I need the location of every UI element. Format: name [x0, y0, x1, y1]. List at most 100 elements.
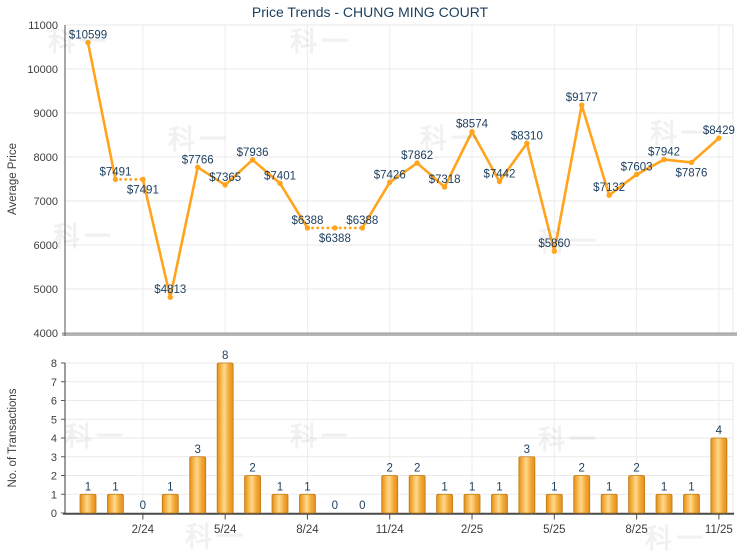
- price-ytick-label: 11000: [28, 20, 58, 32]
- price-line-segment: [86, 41, 117, 181]
- price-point-marker: [688, 159, 695, 166]
- transaction-bar: [299, 493, 316, 514]
- price-point-marker: [524, 140, 530, 147]
- transactions-ytick-label: 1: [51, 489, 57, 501]
- price-point-marker: [304, 225, 311, 231]
- transaction-bar-label: 1: [551, 481, 557, 493]
- price-point-label: $5860: [538, 238, 570, 250]
- y-axis-label-transactions: No. of Transactions: [7, 388, 19, 488]
- transaction-bar-label: 0: [359, 500, 365, 512]
- transaction-bar: [600, 493, 618, 514]
- price-ytick-label: 9000: [34, 108, 58, 120]
- price-point-label: $7365: [209, 172, 241, 184]
- price-ytick-label: 8000: [34, 152, 58, 164]
- price-point-label: $10599: [69, 30, 107, 42]
- price-point-marker: [112, 176, 119, 183]
- price-point-marker: [85, 39, 91, 46]
- transactions-ytick-label: 6: [51, 396, 57, 408]
- price-line-segment: [251, 158, 282, 185]
- price-point-marker: [277, 180, 283, 187]
- transactions-xtick-label: 5/24: [214, 524, 237, 536]
- price-line-segment: [388, 161, 419, 184]
- price-point-label: $7318: [429, 174, 461, 186]
- price-point-marker: [249, 157, 256, 163]
- price-point-marker: [359, 225, 365, 231]
- transaction-bar-label: 1: [304, 481, 310, 493]
- transaction-bar-label: 0: [140, 500, 146, 512]
- price-point-label: $7603: [621, 161, 653, 173]
- price-point-label: $4813: [154, 284, 186, 296]
- transaction-bar-label: 3: [195, 444, 201, 456]
- price-line-segment: [470, 130, 501, 183]
- transactions-ytick-label: 0: [51, 508, 57, 520]
- price-line-segment: [141, 178, 172, 299]
- price-ytick-label: 4000: [34, 328, 58, 340]
- transaction-bar: [573, 475, 591, 514]
- transactions-xtick-label: 2/25: [461, 524, 483, 536]
- price-point-marker: [222, 182, 228, 188]
- transaction-bar: [683, 493, 700, 514]
- price-line-segment: [360, 180, 392, 230]
- price-ytick-label: 6000: [34, 240, 58, 252]
- transaction-bar: [491, 493, 508, 514]
- transactions-xtick-label: 2/24: [132, 524, 155, 536]
- price-point-marker: [140, 176, 146, 183]
- price-point-label: $7491: [99, 166, 131, 178]
- transaction-bar: [271, 493, 289, 514]
- chart-title: Price Trends - CHUNG MING COURT: [251, 4, 489, 20]
- transaction-bar-label: 1: [661, 481, 667, 493]
- transaction-bar-label: 2: [414, 463, 420, 475]
- transaction-bar: [161, 493, 179, 514]
- price-line-segment: [635, 158, 666, 176]
- transactions-xtick-label: 8/24: [296, 524, 319, 536]
- price-line-segment: [580, 103, 611, 197]
- transaction-bar: [381, 475, 399, 514]
- price-line-segment: [662, 158, 693, 164]
- price-point-label: $7936: [237, 147, 269, 159]
- transactions-ytick-label: 3: [51, 452, 57, 464]
- transaction-bar-label: 0: [332, 500, 338, 512]
- price-point-marker: [496, 178, 503, 185]
- y-axis-label-average-price: Average Price: [7, 142, 19, 216]
- transactions-xtick-label: 11/24: [376, 524, 405, 536]
- transaction-bar: [628, 475, 645, 514]
- price-ytick-label: 5000: [34, 284, 58, 296]
- transaction-bar-label: 1: [85, 481, 91, 493]
- transaction-bar: [436, 493, 453, 514]
- price-point-label: $7442: [483, 169, 515, 181]
- transaction-bar-label: 1: [496, 481, 502, 493]
- price-point-marker: [606, 192, 612, 198]
- price-line-segment: [196, 165, 227, 187]
- transaction-bar-label: 2: [387, 463, 393, 475]
- transactions-ytick-label: 7: [51, 377, 57, 389]
- transaction-bar: [107, 493, 124, 514]
- price-ytick-label: 10000: [27, 64, 58, 76]
- price-line-segment: [498, 142, 529, 183]
- price-point-marker: [195, 164, 201, 170]
- price-point-marker: [551, 248, 558, 254]
- transaction-bar-label: 4: [716, 425, 723, 437]
- transaction-bar: [655, 493, 673, 514]
- transaction-bar-label: 3: [524, 444, 530, 456]
- price-point-marker: [579, 102, 585, 108]
- transaction-bar-label: 2: [249, 463, 255, 475]
- transactions-ytick-label: 2: [51, 471, 57, 483]
- transaction-bar: [408, 475, 426, 514]
- price-point-label: $6388: [291, 215, 323, 227]
- transaction-bar: [216, 362, 234, 514]
- price-line-segment: [443, 130, 474, 189]
- price-line-segment: [278, 182, 309, 230]
- price-point-label: $6388: [346, 215, 378, 227]
- price-point-marker: [332, 225, 338, 231]
- price-point-label: $7876: [675, 167, 707, 179]
- transaction-bar-label: 1: [112, 481, 118, 493]
- transaction-bar: [463, 493, 481, 514]
- transaction-bar-label: 1: [469, 481, 475, 493]
- price-point-label: $7426: [374, 169, 406, 181]
- price-point-marker: [167, 294, 173, 300]
- price-point-marker: [414, 160, 420, 166]
- price-point-marker: [633, 171, 640, 178]
- price-point-label: $9177: [566, 92, 598, 104]
